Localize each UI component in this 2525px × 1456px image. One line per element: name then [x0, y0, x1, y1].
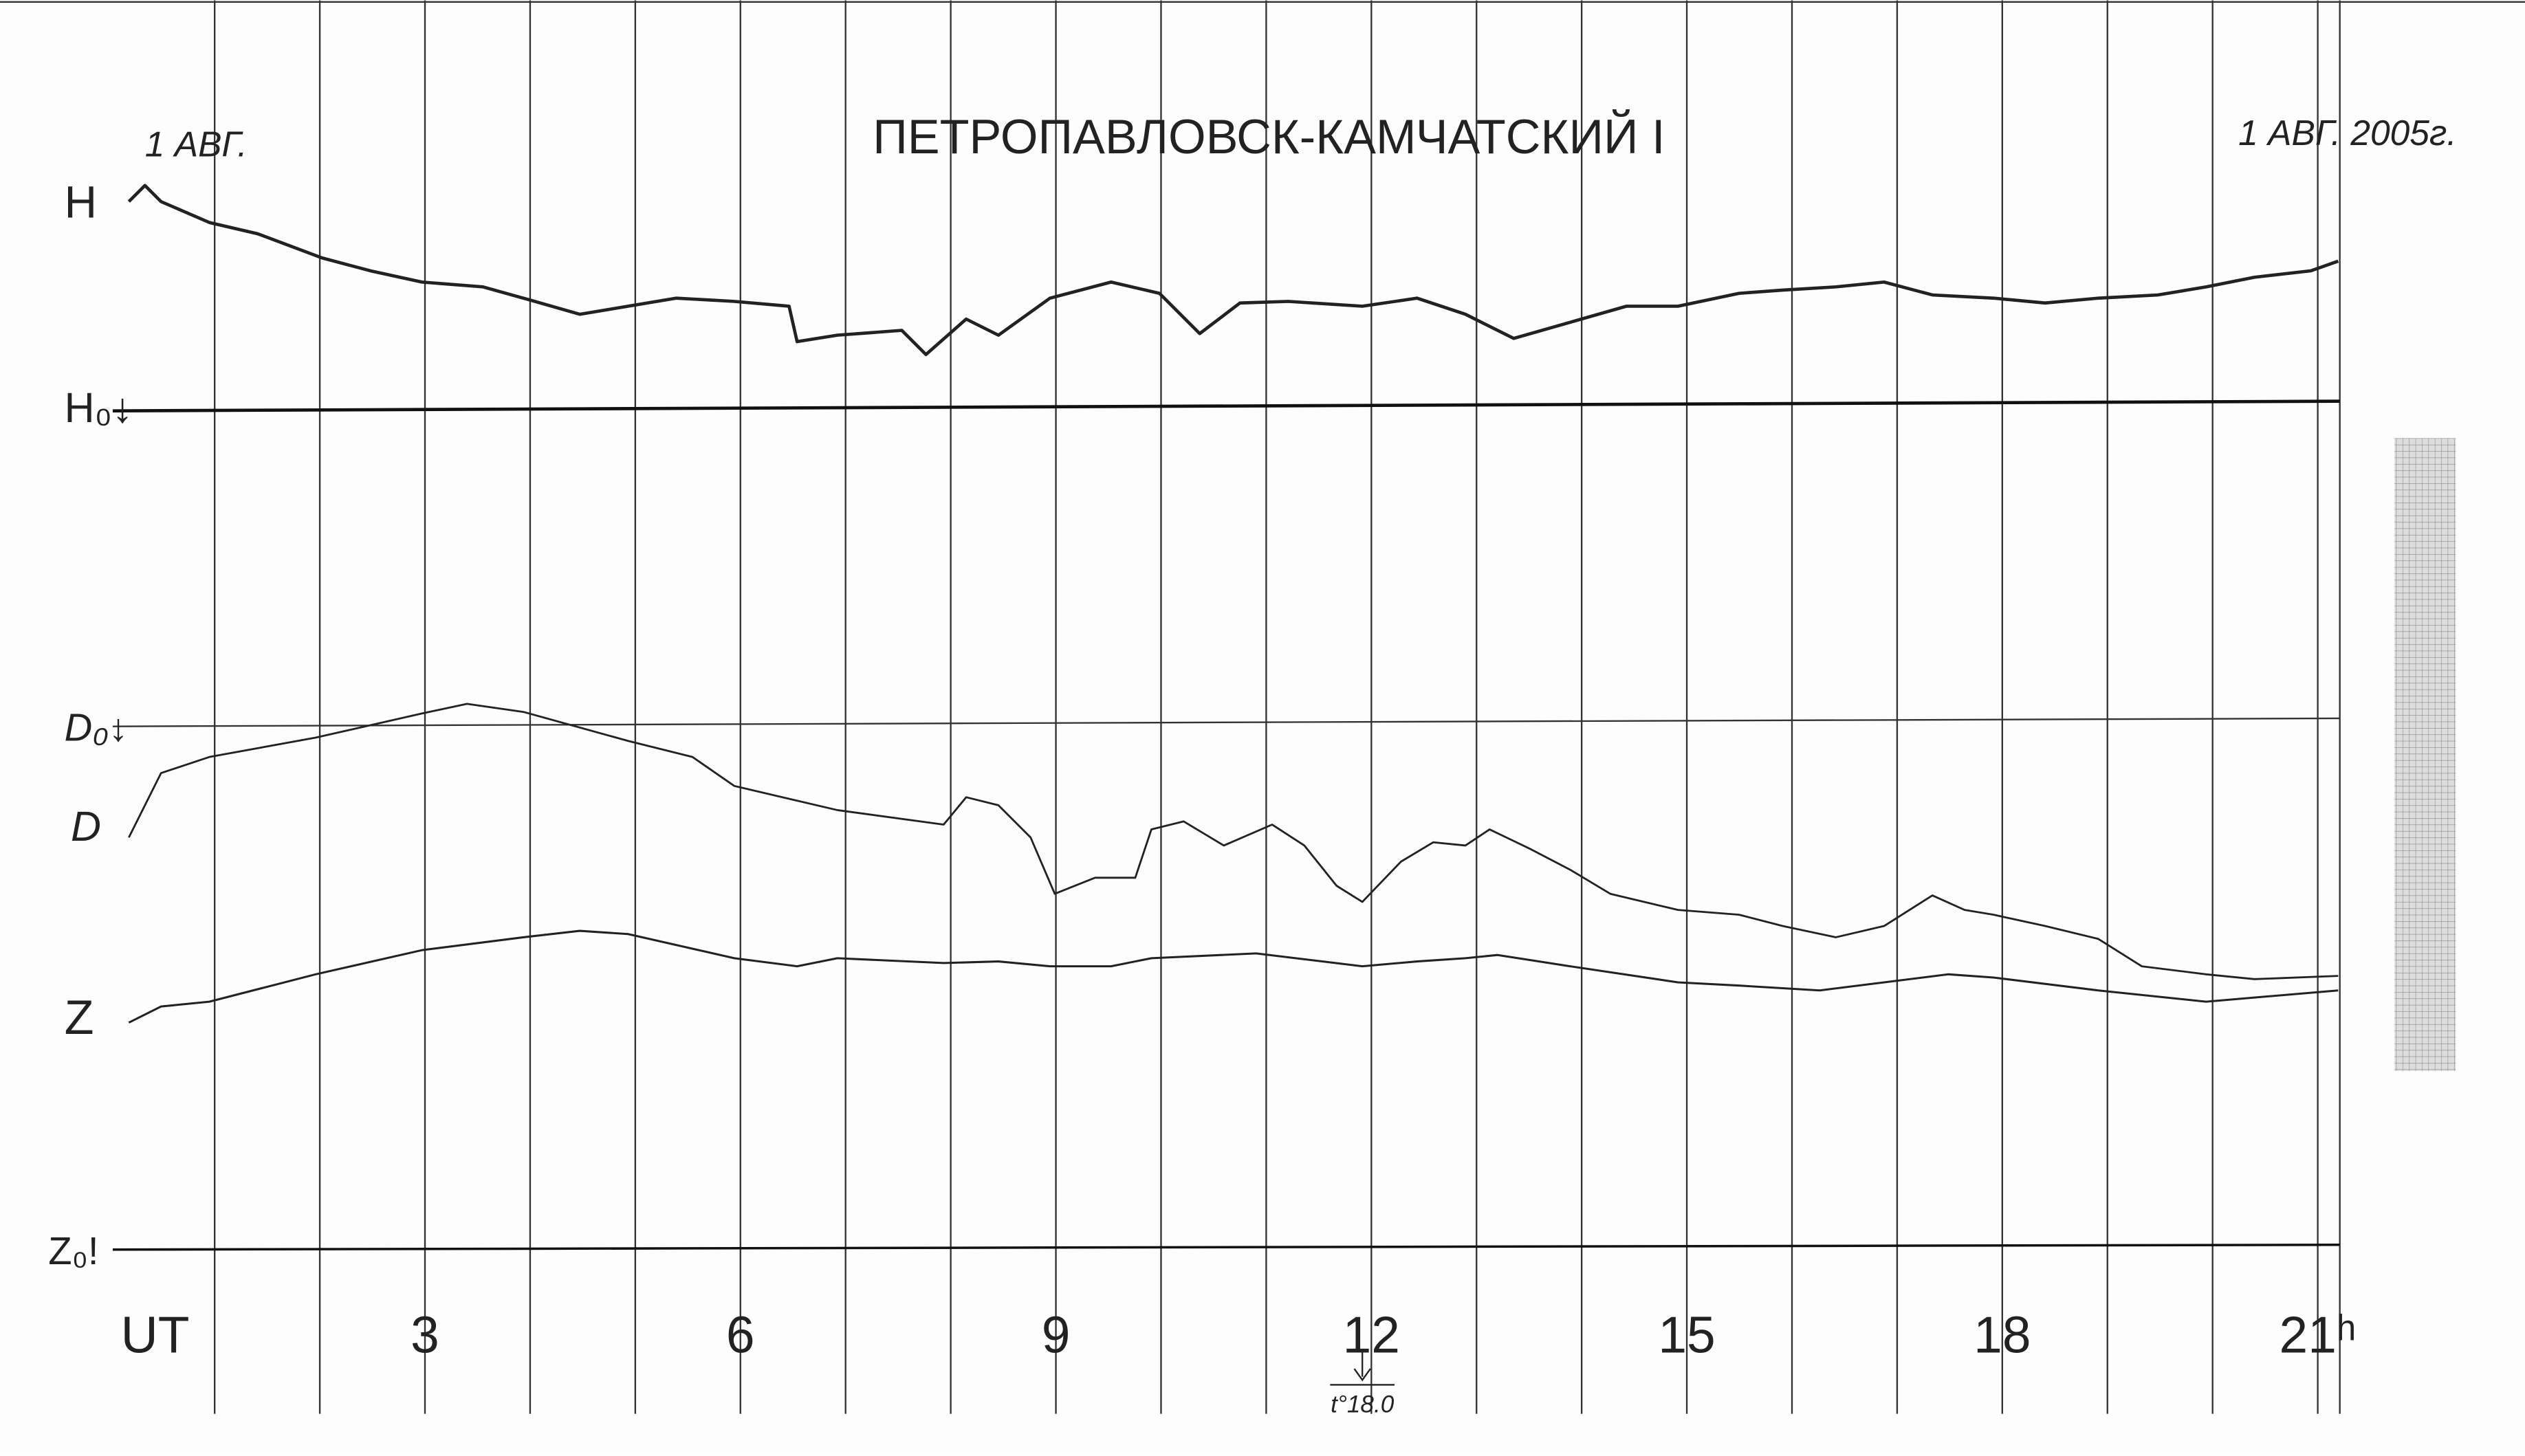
label-h0: H₀↓ — [65, 384, 133, 431]
axis-label: UT — [121, 1306, 190, 1364]
title: ПЕТРОПАВЛОВСК-КАМЧАТСКИЙ I — [873, 109, 1665, 164]
label-z0: Z₀! — [48, 1229, 98, 1272]
hour-label: 6 — [726, 1306, 755, 1364]
label-z: Z — [65, 990, 94, 1044]
hour-label: 3 — [411, 1306, 439, 1364]
h-baseline — [112, 399, 2340, 412]
hour-label: 12 — [1343, 1306, 1400, 1364]
date-right: 1 АВГ. 2005г. — [2238, 113, 2457, 153]
scale-strip-grid — [2394, 438, 2456, 1071]
d-trace — [128, 703, 2339, 980]
h-trace — [127, 184, 2339, 357]
d-baseline — [112, 717, 2340, 727]
hour-labels: 3 6 9 12 15 18 21ʰ — [411, 1306, 2356, 1364]
z-trace — [128, 929, 2339, 1024]
z-baseline — [112, 1243, 2340, 1251]
hour-label: 15 — [1658, 1306, 1715, 1364]
note-arrow-head — [1353, 1368, 1371, 1382]
hour-grid — [213, 0, 2341, 1414]
date-left: 1 АВГ. — [145, 124, 248, 164]
label-d0: D₀↓ — [65, 706, 128, 749]
label-h: H — [65, 177, 97, 228]
note: t°18.0 — [1331, 1391, 1395, 1418]
hour-label: 21ʰ — [2280, 1306, 2357, 1364]
hour-label: 18 — [1974, 1306, 2031, 1364]
hour-label: 9 — [1042, 1306, 1071, 1364]
label-d: D — [71, 803, 101, 850]
